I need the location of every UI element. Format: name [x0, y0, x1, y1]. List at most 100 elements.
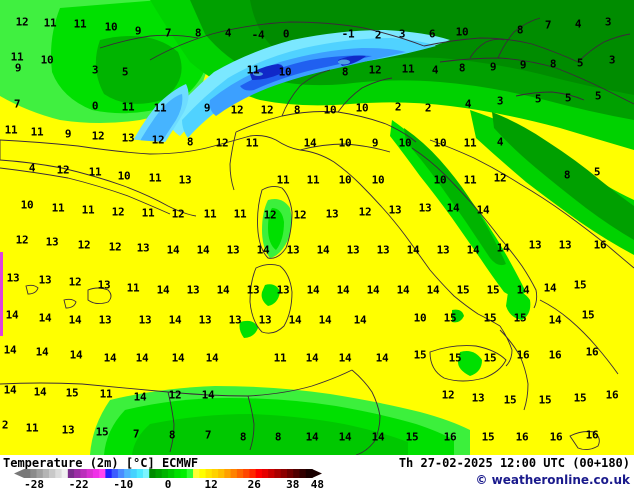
- colorbar-band: [111, 469, 119, 478]
- colorbar-band: [49, 469, 56, 478]
- temperature-value: 13: [388, 203, 402, 217]
- temperature-value: 11: [121, 100, 135, 114]
- temperature-value: 14: [201, 388, 215, 402]
- temperature-value: 4: [464, 97, 472, 111]
- colorbar-band: [117, 469, 125, 478]
- temperature-value: 15: [483, 351, 497, 365]
- temperature-value: 10: [117, 169, 131, 183]
- temperature-value: 12: [68, 275, 82, 289]
- colorbar-band: [236, 469, 244, 478]
- temperature-value: 13: [376, 243, 390, 257]
- coastline-layer: [0, 17, 634, 455]
- temperature-value: 4: [431, 63, 439, 77]
- temperature-value: 7: [13, 97, 21, 111]
- temperature-value: 13: [436, 243, 450, 257]
- colorbar-band: [155, 469, 163, 478]
- colorbar-band: [274, 469, 282, 478]
- temperature-value: 13: [558, 238, 572, 252]
- temperature-value: 13: [121, 131, 135, 145]
- temperature-value: 14: [256, 243, 270, 257]
- colorbar-tick: 26: [247, 478, 261, 490]
- temperature-value: 8: [186, 135, 194, 149]
- colorbar-band: [161, 469, 169, 478]
- temperature-value: 14: [318, 313, 332, 327]
- temperature-value: 13: [325, 207, 339, 221]
- edge-marker: [0, 252, 3, 336]
- temperature-value: 9: [203, 101, 211, 115]
- map-footer: Temperature (2m) [°C] ECMWF Th 27-02-202…: [0, 455, 634, 490]
- temperature-value: 10: [413, 311, 427, 325]
- temperature-value: 4: [496, 135, 504, 149]
- temperature-value: 10: [398, 136, 412, 150]
- sardinia-s-green: [261, 284, 280, 306]
- temperature-value: 10: [338, 173, 352, 187]
- temperature-value: 8: [239, 430, 247, 444]
- temperature-value: 11: [88, 165, 102, 179]
- temperature-value: 12: [368, 63, 382, 77]
- temperature-value: 10: [433, 173, 447, 187]
- temperature-value: 12: [171, 207, 185, 221]
- temperature-value: 14: [548, 313, 562, 327]
- temperature-value: 10: [278, 65, 292, 79]
- green-nw-core: [95, 36, 182, 104]
- temperature-value: 13: [45, 235, 59, 249]
- temperature-value: 3: [91, 63, 99, 77]
- temperature-value: 14: [3, 343, 17, 357]
- small-green-b: [239, 320, 258, 338]
- temperature-value: 13: [276, 283, 290, 297]
- temperature-field: [0, 0, 634, 455]
- temperature-value: 12: [151, 133, 165, 147]
- temperature-value: 13: [61, 423, 75, 437]
- temperature-value: 13: [258, 313, 272, 327]
- temperature-value: 12: [230, 103, 244, 117]
- colorbar-band: [286, 469, 294, 478]
- temperature-value: 12: [111, 205, 125, 219]
- temperature-value: 6: [428, 27, 436, 41]
- colorbar-band: [80, 469, 88, 478]
- colorbar-band: [280, 469, 288, 478]
- product-title: Temperature (2m) [°C] ECMWF: [3, 456, 199, 470]
- temperature-value: 4: [224, 26, 232, 40]
- apennine-green-core: [404, 128, 506, 266]
- temperature-value: 11: [203, 207, 217, 221]
- sicily-etna-green: [458, 351, 482, 376]
- temperature-value: 15: [573, 391, 587, 405]
- colorbar-tick: 0: [164, 478, 172, 490]
- temperature-map[interactable]: 12 11 11 10 9 7 8 4 -4 0 -1 2 3 6 10 8 7 4 3 11 10 9 3 5 11 10 8 12…: [0, 0, 634, 455]
- temperature-value: 11: [25, 421, 39, 435]
- temperature-value: 2: [374, 28, 382, 42]
- temperature-value: 14: [336, 283, 350, 297]
- copyright-credit: © weatheronline.co.uk: [475, 473, 630, 487]
- colorbar-band: [92, 469, 100, 478]
- temperature-value: 13: [136, 241, 150, 255]
- temperature-value: 8: [168, 428, 176, 442]
- temperature-value: 8: [458, 61, 466, 75]
- temperature-value: 14: [216, 283, 230, 297]
- alps-core: [250, 64, 284, 80]
- temperature-value: 15: [443, 311, 457, 325]
- temperature-value: 15: [65, 386, 79, 400]
- temperature-value: 14: [338, 430, 352, 444]
- temperature-value: 15: [448, 351, 462, 365]
- temperature-value: 11: [81, 203, 95, 217]
- temperature-value: 11: [245, 136, 259, 150]
- temperature-value: 13: [346, 243, 360, 257]
- temperature-value: 13: [226, 243, 240, 257]
- valid-datetime: Th 27-02-2025 12:00 UTC (00+180): [398, 456, 630, 470]
- temperature-value: 14: [466, 243, 480, 257]
- temperature-value: 14: [35, 345, 49, 359]
- temperature-value: 0: [282, 27, 290, 41]
- temperature-value: 14: [288, 313, 302, 327]
- temperature-value: 11: [463, 136, 477, 150]
- temperature-colorbar[interactable]: -28 -22 -10 0 12 26 38 48: [14, 469, 324, 490]
- temperature-value: 13: [186, 283, 200, 297]
- temperature-value: 11: [43, 16, 57, 30]
- temperature-value: 11: [401, 62, 415, 76]
- temperature-value: 13: [228, 313, 242, 327]
- temperature-value: 9: [134, 24, 142, 38]
- temperature-value: 11: [246, 63, 260, 77]
- temperature-value: 2: [1, 418, 9, 432]
- temperature-value: 10: [433, 136, 447, 150]
- temperature-value: 10: [455, 25, 469, 39]
- colorbar-band: [255, 469, 263, 478]
